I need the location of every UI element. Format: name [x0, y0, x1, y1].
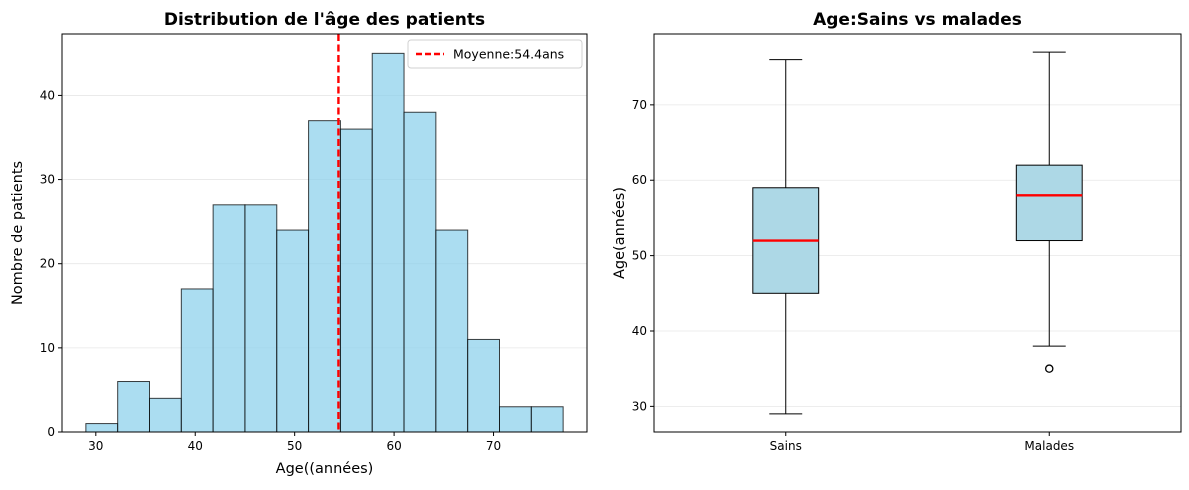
- histogram-bar: [339, 128, 373, 433]
- y-tick-label: 60: [632, 173, 647, 187]
- histogram-frame: [61, 33, 588, 433]
- histogram-bar: [85, 423, 119, 433]
- legend-mean-label: Moyenne:54.4ans: [453, 47, 564, 62]
- box-malades: [1015, 51, 1083, 373]
- histogram-bar: [499, 406, 532, 433]
- x-tick-label: Malades: [1024, 439, 1074, 453]
- histogram-bar: [276, 229, 310, 433]
- histogram-x-ticks: 30 40 50 60 70: [88, 432, 501, 453]
- y-tick-label: 20: [40, 257, 55, 271]
- y-tick-label: 70: [632, 98, 647, 112]
- histogram-y-ticks: 0 10 20 30 40: [40, 88, 62, 439]
- boxplot-boxes: [752, 51, 1083, 415]
- histogram-bar: [244, 204, 278, 433]
- histogram-bar: [530, 406, 564, 433]
- histogram-bar: [117, 381, 150, 433]
- histogram-bar: [435, 229, 469, 433]
- histogram-bar: [149, 397, 182, 433]
- x-tick-label: 60: [386, 439, 401, 453]
- boxplot-frame: [653, 33, 1182, 433]
- boxplot-x-ticks: Sains Malades: [770, 432, 1074, 453]
- histogram-y-label: Nombre de patients: [10, 161, 26, 305]
- boxplot-title: Age:Sains vs malades: [813, 10, 1022, 30]
- y-tick-label: 30: [632, 399, 647, 413]
- boxplot-gridlines: [654, 104, 1181, 407]
- y-tick-label: 40: [632, 324, 647, 338]
- boxplot-y-label: Age(années): [612, 187, 628, 279]
- y-tick-label: 30: [40, 173, 55, 187]
- histogram-legend: Moyenne:54.4ans: [407, 39, 583, 69]
- histogram-x-label: Age((années): [276, 461, 374, 477]
- histogram-chart: 30 40 50 60 70 0 10 20 30 40 Distribution de l'â…: [10, 10, 588, 477]
- x-tick-label: 30: [88, 439, 103, 453]
- histogram-bar: [403, 111, 437, 433]
- outlier-point: [1045, 364, 1054, 373]
- y-tick-label: 0: [47, 425, 55, 439]
- y-tick-label: 40: [40, 88, 55, 102]
- x-tick-label: 70: [486, 439, 501, 453]
- histogram-bar: [371, 52, 405, 433]
- histogram-bars: [85, 52, 564, 433]
- x-tick-label: 50: [287, 439, 302, 453]
- histogram-title: Distribution de l'âge des patients: [164, 10, 485, 30]
- box-sains: [752, 59, 820, 415]
- x-tick-label: 40: [188, 439, 203, 453]
- histogram-bar: [180, 288, 214, 433]
- boxplot-chart: Sains Malades 30 40 50 60 70 Age:Sains vs mal…: [612, 10, 1182, 453]
- histogram-bar: [467, 338, 501, 433]
- y-tick-label: 10: [40, 341, 55, 355]
- iqr-box: [1015, 164, 1083, 242]
- y-tick-label: 50: [632, 249, 647, 263]
- boxplot-y-ticks: 30 40 50 60 70: [632, 98, 654, 413]
- histogram-bar: [212, 204, 246, 433]
- legend-box: [407, 39, 583, 69]
- histogram-bar: [308, 120, 341, 433]
- x-tick-label: Sains: [770, 439, 802, 453]
